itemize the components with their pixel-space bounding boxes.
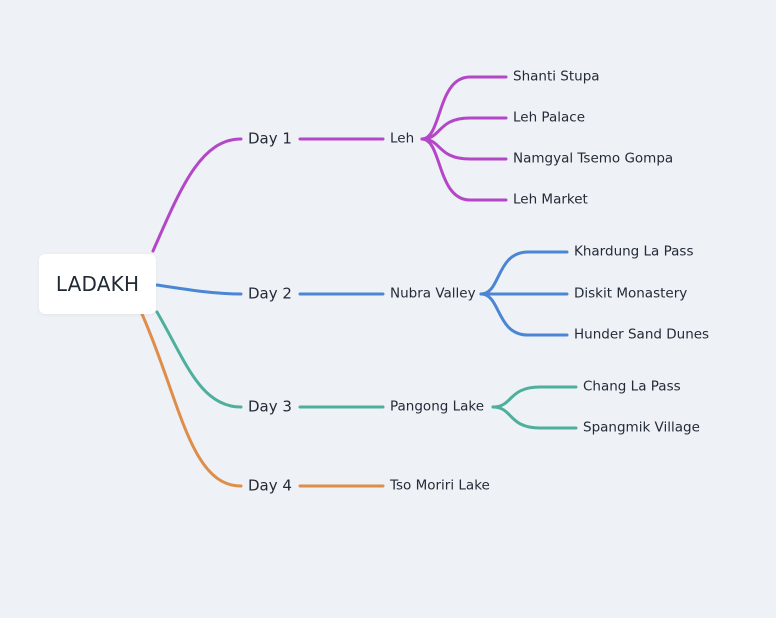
edge-destination-3-to-place-1 (491, 385, 578, 409)
edge-destination-1-to-place-4 (420, 137, 508, 202)
day-1-place-4[interactable]: Leh Market (513, 191, 588, 208)
day-1-node[interactable]: Day 1 (248, 129, 292, 148)
edge-destination-1-to-place-1 (420, 75, 508, 141)
day-4-node[interactable]: Day 4 (248, 476, 292, 495)
day-1-destination[interactable]: Leh (390, 130, 415, 147)
day-2-place-2[interactable]: Diskit Monastery (574, 285, 688, 302)
day-2-node[interactable]: Day 2 (248, 284, 292, 303)
edge-destination-2-to-place-1 (479, 250, 569, 296)
edge-root-to-day-4 (140, 312, 243, 488)
day-2-place-1[interactable]: Khardung La Pass (574, 243, 694, 260)
day-4-destination[interactable]: Tso Moriri Lake (390, 477, 490, 494)
day-3-node[interactable]: Day 3 (248, 397, 292, 416)
day-3-place-2[interactable]: Spangmik Village (583, 419, 700, 436)
day-3-place-1[interactable]: Chang La Pass (583, 378, 681, 395)
root-node[interactable]: LADAKH (39, 254, 156, 314)
root-label: LADAKH (55, 272, 140, 296)
day-2-destination[interactable]: Nubra Valley (390, 285, 476, 302)
day-3-destination[interactable]: Pangong Lake (390, 398, 485, 415)
edge-destination-3-to-place-2 (491, 405, 578, 430)
day-1-place-1[interactable]: Shanti Stupa (513, 68, 600, 85)
edge-root-to-day-2 (155, 283, 243, 296)
edge-root-to-day-1 (151, 137, 243, 253)
edge-root-to-day-3 (155, 310, 243, 409)
day-2-place-3[interactable]: Hunder Sand Dunes (574, 326, 710, 343)
day-1-place-2[interactable]: Leh Palace (513, 109, 585, 126)
day-1-place-3[interactable]: Namgyal Tsemo Gompa (513, 150, 674, 167)
edge-destination-2-to-place-3 (479, 292, 569, 337)
